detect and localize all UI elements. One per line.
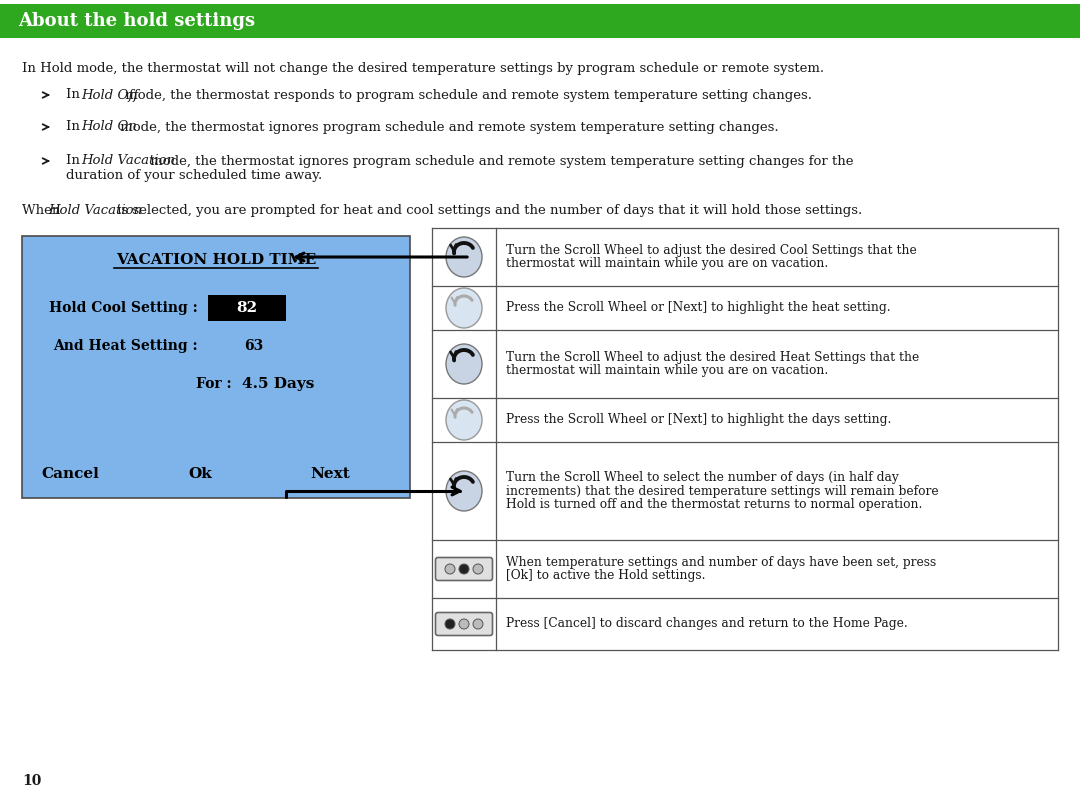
Text: Hold Cool Setting :: Hold Cool Setting : [50, 301, 198, 315]
FancyBboxPatch shape [0, 4, 1080, 38]
Text: Hold Off: Hold Off [81, 89, 138, 102]
FancyBboxPatch shape [208, 295, 286, 321]
Text: mode, the thermostat ignores program schedule and remote system temperature sett: mode, the thermostat ignores program sch… [117, 121, 779, 134]
Text: In: In [66, 154, 84, 167]
Text: In: In [66, 121, 84, 134]
Text: Turn the Scroll Wheel to adjust the desired Heat Settings that the: Turn the Scroll Wheel to adjust the desi… [507, 350, 919, 364]
Text: thermostat will maintain while you are on vacation.: thermostat will maintain while you are o… [507, 258, 828, 270]
Text: 82: 82 [237, 301, 257, 315]
Text: For :: For : [197, 377, 232, 391]
Text: Press [Cancel] to discard changes and return to the Home Page.: Press [Cancel] to discard changes and re… [507, 618, 908, 630]
Text: Hold On: Hold On [81, 121, 137, 134]
Ellipse shape [446, 344, 482, 384]
Text: VACATION HOLD TIME: VACATION HOLD TIME [116, 253, 316, 267]
Text: In Hold mode, the thermostat will not change the desired temperature settings by: In Hold mode, the thermostat will not ch… [22, 62, 824, 75]
Text: Press the Scroll Wheel or [Next] to highlight the days setting.: Press the Scroll Wheel or [Next] to high… [507, 414, 891, 426]
Ellipse shape [446, 400, 482, 440]
Ellipse shape [446, 471, 482, 511]
Text: thermostat will maintain while you are on vacation.: thermostat will maintain while you are o… [507, 364, 828, 378]
FancyBboxPatch shape [435, 613, 492, 635]
Text: duration of your scheduled time away.: duration of your scheduled time away. [66, 170, 322, 182]
Text: In: In [66, 89, 84, 102]
Circle shape [473, 619, 483, 629]
Circle shape [445, 619, 455, 629]
Ellipse shape [446, 237, 482, 277]
Text: And Heat Setting :: And Heat Setting : [53, 339, 198, 353]
Text: Turn the Scroll Wheel to adjust the desired Cool Settings that the: Turn the Scroll Wheel to adjust the desi… [507, 244, 917, 257]
Text: mode, the thermostat ignores program schedule and remote system temperature sett: mode, the thermostat ignores program sch… [147, 154, 854, 167]
Text: Hold Vacation: Hold Vacation [48, 204, 141, 217]
Circle shape [459, 619, 469, 629]
Text: Cancel: Cancel [41, 467, 99, 481]
Text: Hold Vacation: Hold Vacation [81, 154, 176, 167]
Text: Next: Next [310, 467, 350, 481]
FancyBboxPatch shape [22, 236, 410, 498]
Ellipse shape [446, 288, 482, 328]
Text: When: When [22, 204, 65, 217]
Text: Hold is turned off and the thermostat returns to normal operation.: Hold is turned off and the thermostat re… [507, 498, 922, 511]
Text: Ok: Ok [188, 467, 212, 481]
Text: 63: 63 [244, 339, 264, 353]
Text: When temperature settings and number of days have been set, press: When temperature settings and number of … [507, 556, 936, 569]
Text: Press the Scroll Wheel or [Next] to highlight the heat setting.: Press the Scroll Wheel or [Next] to high… [507, 302, 891, 314]
Circle shape [473, 564, 483, 574]
Circle shape [445, 564, 455, 574]
Text: increments) that the desired temperature settings will remain before: increments) that the desired temperature… [507, 485, 939, 498]
Text: 4.5 Days: 4.5 Days [242, 377, 314, 391]
Text: is selected, you are prompted for heat and cool settings and the number of days : is selected, you are prompted for heat a… [112, 204, 862, 217]
Text: mode, the thermostat responds to program schedule and remote system temperature : mode, the thermostat responds to program… [121, 89, 812, 102]
Text: About the hold settings: About the hold settings [18, 12, 255, 30]
Text: [Ok] to active the Hold settings.: [Ok] to active the Hold settings. [507, 570, 705, 582]
Circle shape [459, 564, 469, 574]
Text: Turn the Scroll Wheel to select the number of days (in half day: Turn the Scroll Wheel to select the numb… [507, 471, 899, 484]
Text: 10: 10 [22, 774, 41, 788]
FancyBboxPatch shape [435, 558, 492, 581]
